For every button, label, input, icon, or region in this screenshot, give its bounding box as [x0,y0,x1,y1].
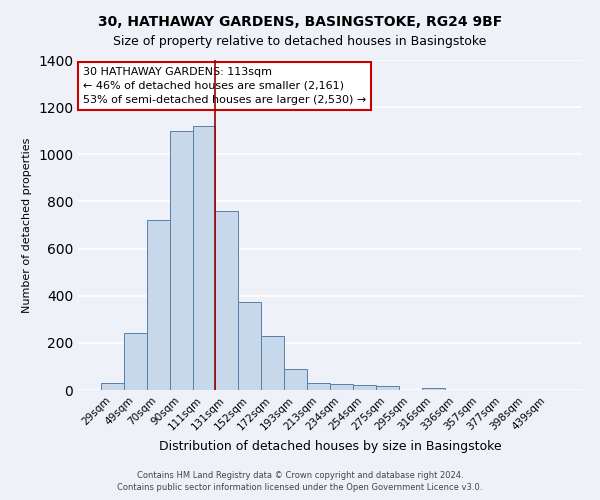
Y-axis label: Number of detached properties: Number of detached properties [22,138,32,312]
Bar [261,336,284,390]
Bar [284,369,307,390]
X-axis label: Distribution of detached houses by size in Basingstoke: Distribution of detached houses by size … [158,440,502,453]
Text: 30 HATHAWAY GARDENS: 113sqm
← 46% of detached houses are smaller (2,161)
53% of : 30 HATHAWAY GARDENS: 113sqm ← 46% of det… [83,66,366,104]
Bar [124,334,147,390]
Bar [238,302,261,390]
Bar [215,211,238,390]
Bar [422,388,445,390]
Text: Contains HM Land Registry data © Crown copyright and database right 2024.
Contai: Contains HM Land Registry data © Crown c… [118,471,482,492]
Text: Size of property relative to detached houses in Basingstoke: Size of property relative to detached ho… [113,35,487,48]
Bar [376,386,399,390]
Bar [353,386,376,390]
Bar [147,220,170,390]
Bar [307,383,330,390]
Bar [101,383,124,390]
Bar [170,130,193,390]
Text: 30, HATHAWAY GARDENS, BASINGSTOKE, RG24 9BF: 30, HATHAWAY GARDENS, BASINGSTOKE, RG24 … [98,15,502,29]
Bar [193,126,215,390]
Bar [330,384,353,390]
